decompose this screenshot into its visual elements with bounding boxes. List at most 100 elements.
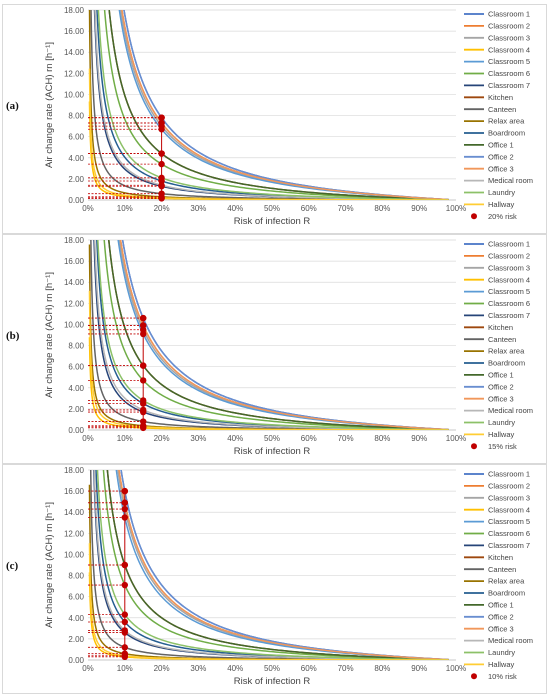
series-line	[118, 470, 449, 660]
legend-label: Classroom 3	[488, 263, 530, 272]
x-tick-label: 80%	[374, 434, 390, 443]
y-tick-label: 10.00	[64, 320, 85, 329]
y-tick-label: 14.00	[64, 278, 85, 287]
x-tick-label: 60%	[301, 204, 317, 213]
x-axis-label: Risk of infection R	[234, 446, 311, 457]
legend-label: Kitchen	[488, 323, 513, 332]
y-tick-label: 4.00	[68, 614, 84, 623]
legend-label: Hallway	[488, 200, 515, 209]
y-tick-label: 10.00	[64, 90, 85, 99]
legend-label: Canteen	[488, 335, 516, 344]
x-tick-label: 10%	[117, 434, 133, 443]
x-tick-label: 0%	[82, 664, 94, 673]
y-tick-label: 2.00	[68, 405, 84, 414]
risk-marker	[140, 330, 147, 338]
legend-label: Office 1	[488, 601, 514, 610]
x-tick-label: 90%	[411, 664, 427, 673]
risk-marker	[121, 611, 128, 618]
y-tick-label: 8.00	[68, 342, 84, 351]
risk-marker	[140, 397, 147, 404]
legend-label: Relax area	[488, 117, 525, 126]
y-tick-label: 6.00	[68, 133, 84, 142]
x-tick-label: 30%	[190, 204, 206, 213]
panel-label: (c)	[6, 560, 19, 572]
series-line	[121, 10, 449, 200]
x-axis-label: Risk of infection R	[234, 216, 311, 227]
x-tick-label: 60%	[301, 434, 317, 443]
y-tick-label: 12.00	[64, 69, 85, 78]
series-line	[108, 10, 449, 200]
y-axis-label: Air change rate (ACH) rn [h⁻¹]	[44, 272, 55, 398]
legend-risk-label: 10% risk	[488, 672, 517, 681]
y-tick-label: 4.00	[68, 384, 84, 393]
chart-panel-2: 0.00 2.00 4.00 6.00 8.00 10.00 12.00 14.00 16.00…	[2, 464, 547, 694]
risk-marker	[121, 487, 128, 495]
risk-marker	[158, 160, 165, 168]
series-curves	[88, 470, 449, 660]
x-tick-label: 70%	[338, 434, 354, 443]
legend-label: Office 3	[488, 164, 514, 173]
risk-marker	[140, 406, 147, 414]
y-tick-label: 10.00	[64, 550, 85, 559]
risk-guides	[88, 117, 163, 200]
legend-risk-label: 20% risk	[488, 212, 517, 221]
legend: Classroom 1 Classroom 2 Classroom 3 Classro…	[464, 470, 533, 681]
risk-marker	[158, 182, 165, 189]
x-axis-label: Risk of infection R	[234, 676, 311, 687]
x-tick-label: 20%	[154, 664, 170, 673]
x-tick-label: 100%	[446, 434, 466, 443]
y-tick-label: 4.00	[68, 154, 84, 163]
y-tick-label: 18.00	[64, 6, 85, 15]
series-line	[88, 543, 449, 660]
legend-risk-label: 15% risk	[488, 442, 517, 451]
legend: Classroom 1 Classroom 2 Classroom 3 Classro…	[464, 10, 533, 221]
y-tick-label: 14.00	[64, 48, 85, 57]
legend-label: Classroom 3	[488, 493, 530, 502]
x-tick-label: 30%	[190, 664, 206, 673]
legend-label: Classroom 2	[488, 482, 530, 491]
legend-label: Relax area	[488, 577, 525, 586]
legend-label: Classroom 2	[488, 252, 530, 261]
y-tick-label: 2.00	[68, 175, 84, 184]
y-tick-label: 16.00	[64, 27, 85, 36]
legend-label: Canteen	[488, 105, 516, 114]
x-tick-label: 90%	[411, 204, 427, 213]
y-axis-label: Air change rate (ACH) rn [h⁻¹]	[44, 502, 55, 628]
legend-risk-marker	[471, 443, 477, 450]
legend-label: Medical room	[488, 406, 533, 415]
y-tick-label: 14.00	[64, 508, 85, 517]
y-tick-label: 18.00	[64, 236, 85, 245]
risk-marker	[158, 174, 165, 182]
x-tick-label: 20%	[154, 204, 170, 213]
legend-label: Classroom 4	[488, 505, 530, 514]
x-tick-label: 50%	[264, 204, 280, 213]
legend-label: Laundry	[488, 648, 515, 657]
legend-label: Classroom 5	[488, 517, 530, 526]
legend-label: Classroom 2	[488, 22, 530, 31]
y-tick-label: 18.00	[64, 466, 85, 475]
series-line	[108, 240, 449, 430]
risk-marker	[140, 377, 147, 384]
series-line	[106, 470, 449, 660]
y-axis-label: Air change rate (ACH) rn [h⁻¹]	[44, 42, 55, 168]
y-tick-label: 8.00	[68, 572, 84, 581]
panel-label: (b)	[6, 330, 20, 342]
x-tick-label: 100%	[446, 204, 466, 213]
legend-label: Classroom 3	[488, 33, 530, 42]
legend-label: Classroom 7	[488, 311, 530, 320]
legend-label: Office 3	[488, 394, 514, 403]
legend-label: Hallway	[488, 660, 515, 669]
legend-label: Classroom 1	[488, 10, 530, 19]
risk-marker	[121, 618, 128, 626]
x-tick-label: 20%	[154, 434, 170, 443]
y-tick-label: 8.00	[68, 112, 84, 121]
legend-label: Classroom 7	[488, 81, 530, 90]
x-tick-label: 40%	[227, 434, 243, 443]
series-line	[96, 470, 449, 660]
x-tick-label: 100%	[446, 664, 466, 673]
risk-marker	[121, 505, 128, 513]
legend-label: Boardroom	[488, 129, 525, 138]
legend-label: Relax area	[488, 347, 525, 356]
legend-label: Office 2	[488, 612, 514, 621]
chart-panel-1: 0.00 2.00 4.00 6.00 8.00 10.00 12.00 14.00 16.00…	[2, 234, 547, 464]
